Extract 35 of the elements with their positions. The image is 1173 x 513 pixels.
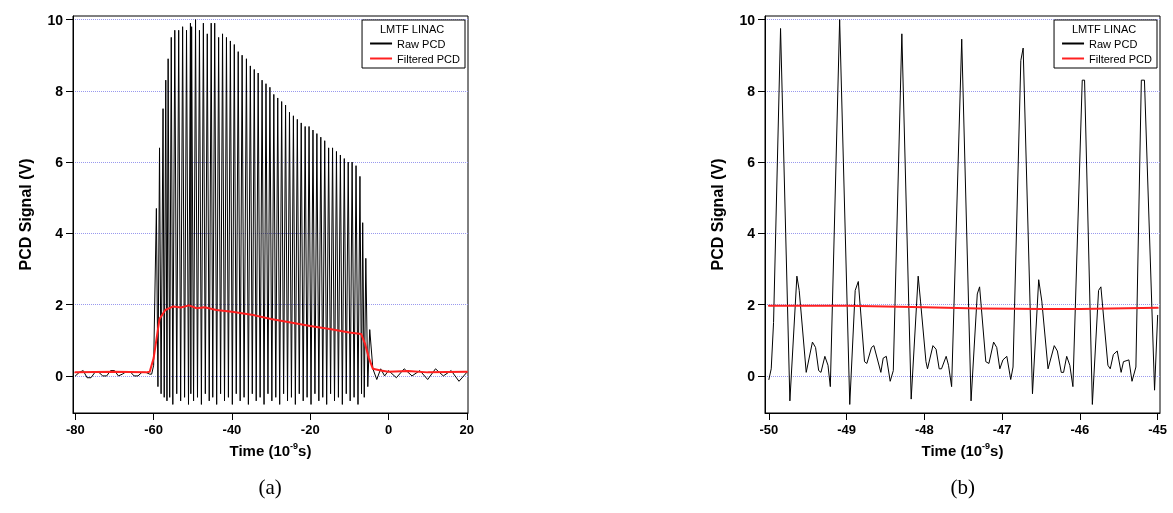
y-tick-label: 6 [55,154,64,171]
legend-label: Filtered PCD [397,52,461,65]
x-tick-label: -40 [222,422,242,437]
y-tick-label: 10 [47,11,64,28]
legend-title: LMTF LINAC [1072,22,1137,35]
x-tick-label: -48 [915,422,934,437]
legend-label: Filtered PCD [1089,52,1153,65]
legend-label: Raw PCD [1089,37,1138,50]
x-tick-label: 0 [384,422,393,437]
y-tick-label: 0 [55,367,64,384]
x-tick-label: -20 [300,422,320,437]
y-tick-label: 2 [55,296,64,313]
x-tick-label: -46 [1070,422,1090,437]
y-tick-label: 10 [739,11,756,28]
y-tick-label: 6 [747,154,756,171]
x-tick-label: -80 [65,422,85,437]
x-tick-label: -47 [992,422,1012,437]
line-series [74,304,468,374]
legend-label: Raw PCD [397,37,446,50]
x-tick-label: -50 [759,422,779,437]
y-tick-label: 4 [747,225,756,242]
x-tick-label: -45 [1148,422,1168,437]
legend-title: LMTF LINAC [380,22,445,35]
x-tick-label: -60 [144,422,164,437]
text: (b) [950,474,975,499]
x-tick-label: 20 [459,422,475,437]
y-tick-label: 4 [55,225,64,242]
y-axis-title: PCD Signal (V) [708,158,726,271]
y-tick-label: 2 [747,296,756,313]
text: (a) [258,474,282,499]
y-tick-label: 0 [747,367,756,384]
y-axis-title: PCD Signal (V) [16,158,34,271]
y-tick-label: 8 [55,82,64,99]
y-tick-label: 8 [747,82,756,99]
x-tick-label: -49 [837,422,857,437]
